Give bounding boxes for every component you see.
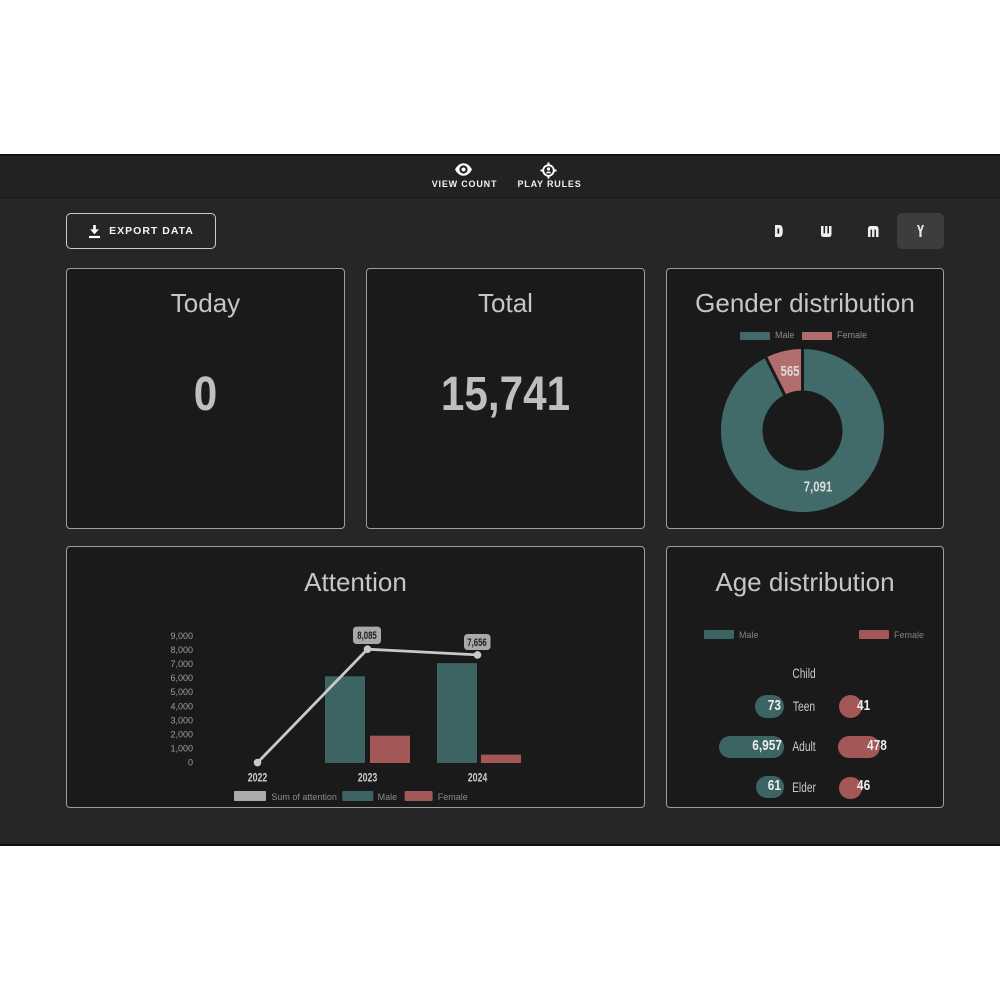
svg-text:3,000: 3,000	[170, 715, 193, 725]
svg-text:6,000: 6,000	[170, 673, 193, 683]
svg-text:8,085: 8,085	[357, 630, 377, 642]
svg-text:Sum of attention: Sum of attention	[271, 792, 337, 802]
svg-text:2022: 2022	[248, 771, 268, 785]
svg-text:7,656: 7,656	[467, 637, 487, 649]
svg-text:4,000: 4,000	[170, 701, 193, 711]
svg-text:9,000: 9,000	[170, 631, 193, 641]
svg-text:0: 0	[188, 758, 193, 768]
svg-text:8,000: 8,000	[170, 645, 193, 655]
svg-text:7,091: 7,091	[804, 479, 833, 496]
svg-text:1,000: 1,000	[170, 744, 193, 754]
svg-text:5,000: 5,000	[170, 687, 193, 697]
svg-text:Female: Female	[438, 792, 468, 802]
svg-text:565: 565	[781, 363, 800, 380]
svg-text:2024: 2024	[468, 771, 488, 785]
svg-text:7,000: 7,000	[170, 659, 193, 669]
svg-text:2,000: 2,000	[170, 730, 193, 740]
svg-text:Male: Male	[378, 792, 398, 802]
svg-text:2023: 2023	[358, 771, 378, 785]
